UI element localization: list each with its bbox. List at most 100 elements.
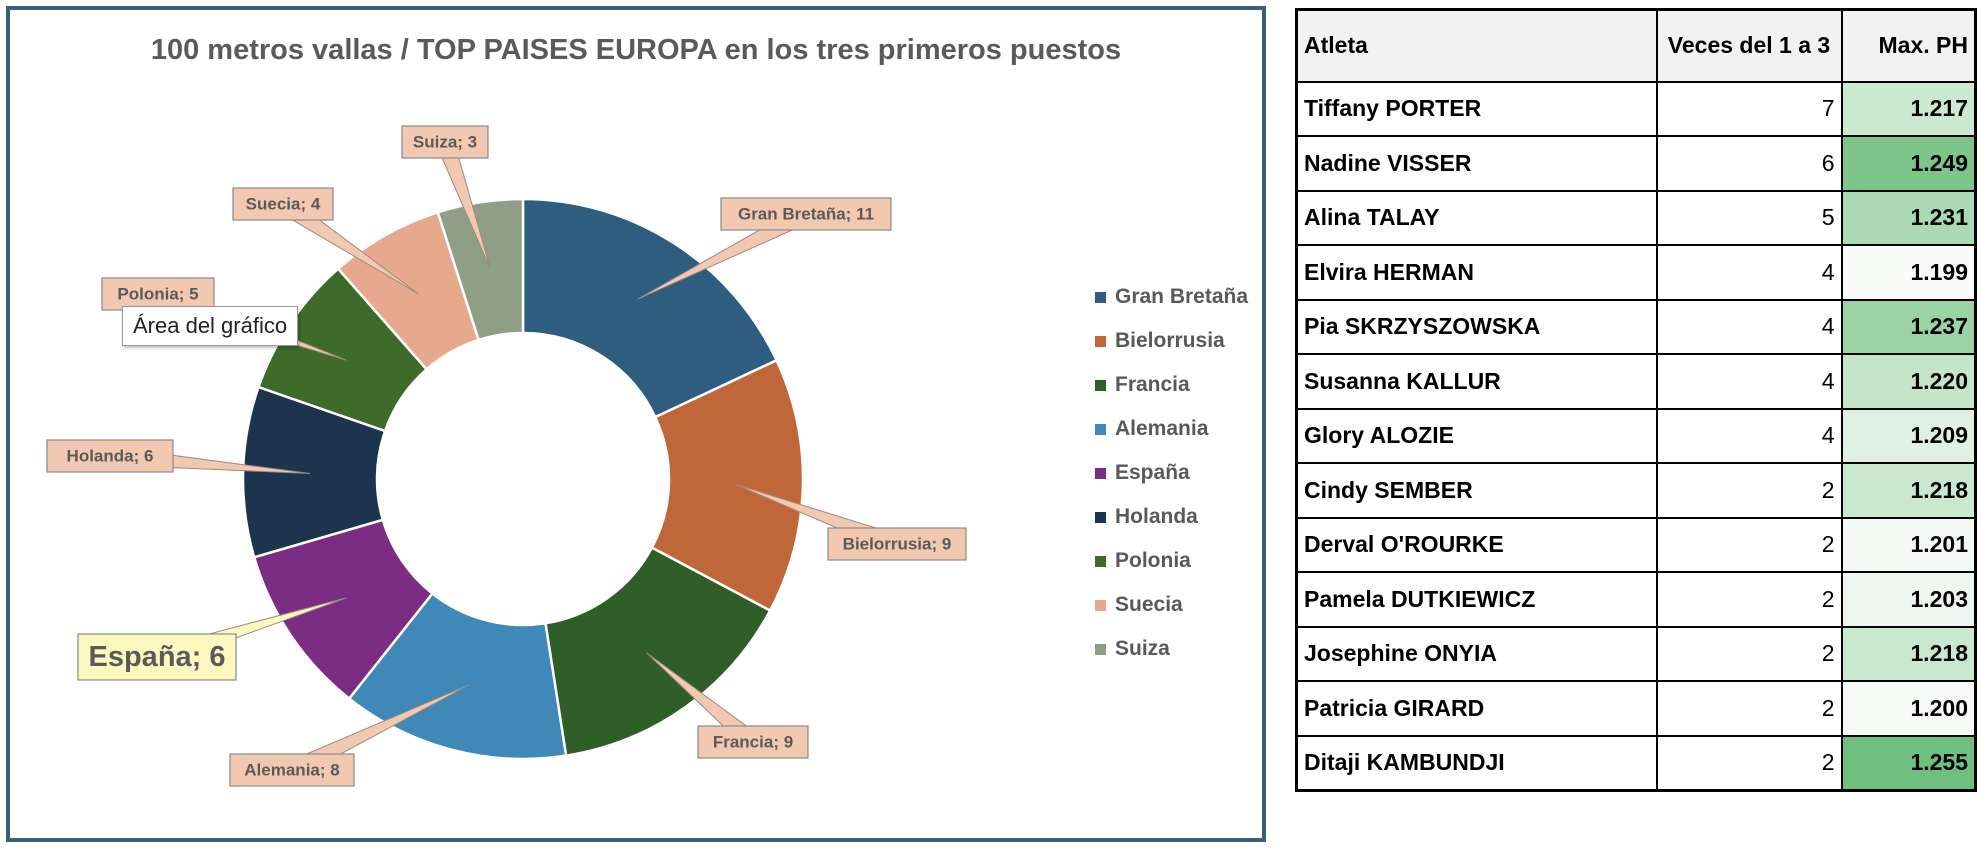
data-label: Francia; 9 [713,733,793,752]
data-label: Alemania; 8 [244,761,339,780]
legend-item[interactable]: Suiza [1095,627,1248,671]
data-label: Suiza; 3 [413,133,477,152]
data-label-box[interactable] [697,725,809,759]
times-cell: 4 [1655,244,1843,301]
max-ph-cell: 1.209 [1840,407,1977,464]
athlete-cell: Pamela DUTKIEWICZ [1295,571,1658,628]
legend-item[interactable]: España [1095,451,1248,495]
data-label: Holanda; 6 [67,447,154,466]
times-cell: 6 [1655,135,1843,192]
times-cell: 5 [1655,189,1843,246]
max-ph-cell: 1.218 [1840,625,1977,682]
data-label: España; 6 [89,641,226,673]
table-header-row: Atleta Veces del 1 a 3 Max. PH [1295,8,1977,83]
legend-item[interactable]: Suecia [1095,583,1248,627]
legend-swatch [1095,599,1106,611]
legend-swatch [1095,335,1106,347]
times-cell: 4 [1655,407,1843,464]
data-label-box[interactable] [229,753,355,787]
data-label-box[interactable] [401,125,489,159]
header-times: Veces del 1 a 3 [1655,8,1843,83]
athlete-cell: Patricia GIRARD [1295,680,1658,737]
legend-swatch [1095,511,1106,523]
athlete-cell: Ditaji KAMBUNDJI [1295,734,1658,791]
data-label-box[interactable] [46,439,174,473]
max-ph-cell: 1.203 [1840,571,1977,628]
legend-label: España [1115,461,1190,484]
header-athlete: Atleta [1295,8,1658,83]
data-label-box[interactable] [827,527,967,561]
data-label: Suecia; 4 [246,195,321,214]
donut-slice[interactable] [544,545,772,758]
athlete-cell: Tiffany PORTER [1295,80,1658,137]
data-label-box[interactable] [720,197,892,231]
table-row: Josephine ONYIA 2 1.218 [1295,625,1977,682]
times-cell: 2 [1655,734,1843,791]
data-label-box[interactable] [101,277,215,311]
chart-area[interactable]: 100 metros vallas / TOP PAISES EUROPA en… [6,6,1266,842]
athlete-cell: Cindy SEMBER [1295,462,1658,519]
header-max-ph: Max. PH [1840,8,1977,83]
chart-tooltip: Área del gráfico [122,306,299,346]
table-row: Pamela DUTKIEWICZ 2 1.203 [1295,571,1977,628]
legend-label: Bielorrusia [1115,329,1225,352]
max-ph-cell: 1.201 [1840,516,1977,573]
chart-legend[interactable]: Gran Bretaña Bielorrusia Francia Alemania Es… [1095,275,1248,671]
legend-label: Polonia [1115,549,1191,572]
max-ph-cell: 1.199 [1840,244,1977,301]
times-cell: 7 [1655,80,1843,137]
max-ph-cell: 1.237 [1840,298,1977,355]
legend-swatch [1095,291,1106,303]
athlete-cell: Glory ALOZIE [1295,407,1658,464]
legend-label: Suiza [1115,637,1170,660]
times-cell: 2 [1655,462,1843,519]
legend-item[interactable]: Bielorrusia [1095,319,1248,363]
table-row: Nadine VISSER 6 1.249 [1295,135,1977,192]
chart-title: 100 metros vallas / TOP PAISES EUROPA en… [150,34,1122,66]
data-label: Gran Bretaña; 11 [738,205,874,224]
max-ph-cell: 1.200 [1840,680,1977,737]
athlete-cell: Derval O'ROURKE [1295,516,1658,573]
times-cell: 4 [1655,298,1843,355]
table-row: Derval O'ROURKE 2 1.201 [1295,516,1977,573]
table-row: Glory ALOZIE 4 1.209 [1295,407,1977,464]
donut-slice[interactable] [650,358,805,613]
legend-label: Francia [1115,373,1190,396]
max-ph-cell: 1.231 [1840,189,1977,246]
donut-slice[interactable] [436,197,525,342]
legend-item[interactable]: Gran Bretaña [1095,275,1248,319]
athlete-cell: Elvira HERMAN [1295,244,1658,301]
donut-chart[interactable]: Gran Bretaña; 11 Bielorrusia; 9 Francia; 9… [10,10,1262,838]
table-row: Patricia GIRARD 2 1.200 [1295,680,1977,737]
legend-label: Gran Bretaña [1115,285,1249,308]
legend-item[interactable]: Polonia [1095,539,1248,583]
athlete-cell: Susanna KALLUR [1295,353,1658,410]
data-label-box[interactable] [77,633,237,681]
table-row: Pia SKRZYSZOWSKA 4 1.237 [1295,298,1977,355]
table-row: Ditaji KAMBUNDJI 2 1.255 [1295,734,1977,791]
table-row: Cindy SEMBER 2 1.218 [1295,462,1977,519]
athlete-cell: Alina TALAY [1295,189,1658,246]
legend-swatch [1095,467,1106,479]
table-row: Alina TALAY 5 1.231 [1295,189,1977,246]
legend-swatch [1095,555,1106,567]
times-cell: 2 [1655,571,1843,628]
max-ph-cell: 1.218 [1840,462,1977,519]
legend-item[interactable]: Holanda [1095,495,1248,539]
max-ph-cell: 1.249 [1840,135,1977,192]
times-cell: 2 [1655,680,1843,737]
table-row: Susanna KALLUR 4 1.220 [1295,353,1977,410]
legend-label: Alemania [1115,417,1209,440]
legend-item[interactable]: Francia [1095,363,1248,407]
legend-swatch [1095,379,1106,391]
donut-slice[interactable] [521,197,779,419]
times-cell: 4 [1655,353,1843,410]
max-ph-cell: 1.217 [1840,80,1977,137]
athlete-cell: Nadine VISSER [1295,135,1658,192]
data-label: Bielorrusia; 9 [843,535,952,554]
legend-item[interactable]: Alemania [1095,407,1248,451]
max-ph-cell: 1.220 [1840,353,1977,410]
data-label-box[interactable] [232,187,334,221]
table-row: Tiffany PORTER 7 1.217 [1295,80,1977,137]
data-label: Polonia; 5 [117,285,198,304]
